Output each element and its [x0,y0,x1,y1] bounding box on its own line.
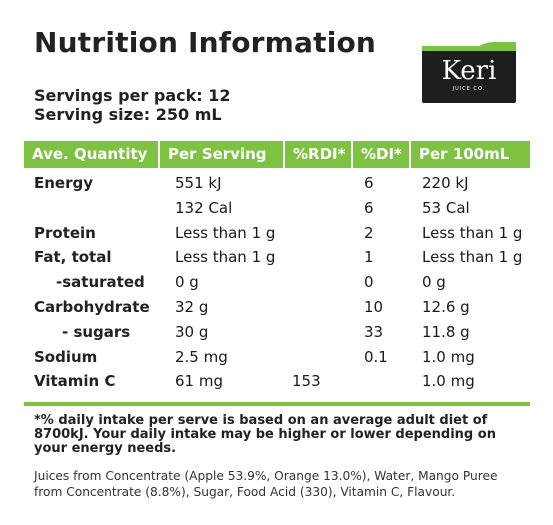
di-value: 10 [364,297,384,316]
table-body: Energy 551 kJ 6 220 kJ 132 Cal 6 53 Cal … [24,171,530,394]
divider [24,402,530,406]
per-100ml-value: 220 kJ [422,174,469,192]
nutrient-name: -saturated [56,273,145,292]
di-value: 0.1 [364,347,388,366]
daily-intake-footnote: *% daily intake per serve is based on an… [34,413,496,456]
per-serving-value: Less than 1 g [175,248,276,267]
di-value: 0 [364,273,374,292]
header-di: %DI* [353,141,411,168]
table-row: Fat, total Less than 1 g 1 Less than 1 g [24,245,530,270]
nutrient-name: Vitamin C [34,372,116,391]
table-header: Ave. Quantity Per Serving %RDI* %DI* Per… [24,141,530,168]
di-value: 1 [364,248,374,267]
table-row: Protein Less than 1 g 2 Less than 1 g [24,221,530,246]
serving-size: Serving size: 250 mL [34,105,222,124]
per-100ml-value: 0 g [422,273,446,292]
per-serving-value: 132 Cal [175,198,233,217]
per-100ml-value: 1.0 mg [422,372,475,391]
nutrient-name: Carbohydrate [34,297,150,316]
header-ave-quantity: Ave. Quantity [24,141,160,168]
table-row: 132 Cal 6 53 Cal [24,196,530,221]
servings-per-pack: Servings per pack: 12 [34,86,231,105]
per-serving-value: Less than 1 g [175,223,276,242]
per-100ml-value: Less than 1 g [422,223,523,242]
per-serving-value: 2.5 mg [175,347,228,366]
nutrient-name: Fat, total [34,248,112,267]
per-100ml-value: Less than 1 g [422,248,523,267]
table-row: Energy 551 kJ 6 220 kJ [24,171,530,196]
per-serving-value: 0 g [175,273,199,292]
per-serving-value: 30 g [175,322,209,341]
page-title: Nutrition Information [34,26,377,59]
serving-info: Servings per pack: 12 Serving size: 250 … [34,86,231,124]
table-row: Vitamin C 61 mg 153 1.0 mg [24,369,530,394]
table-row: - sugars 30 g 33 11.8 g [24,320,530,345]
logo-brand-text: Keri [441,56,497,86]
table-row: Sodium 2.5 mg 0.1 1.0 mg [24,345,530,370]
di-value: 6 [364,174,374,192]
per-100ml-value: 53 Cal [422,198,470,217]
di-value: 6 [364,198,374,217]
per-serving-value: 551 kJ [175,174,222,192]
per-100ml-value: 1.0 mg [422,347,475,366]
header-rdi: %RDI* [285,141,353,168]
header-per-serving: Per Serving [160,141,285,168]
nutrient-name: - sugars [62,322,131,341]
per-serving-value: 61 mg [175,372,223,391]
nutrition-table: Ave. Quantity Per Serving %RDI* %DI* Per… [24,141,530,394]
logo-leaf-icon [476,42,516,51]
ingredients-list: Juices from Concentrate (Apple 53.9%, Or… [34,469,498,499]
nutrient-name: Energy [34,174,94,192]
per-100ml-value: 12.6 g [422,297,470,316]
brand-logo: Keri JUICE CO. [422,42,516,103]
per-serving-value: 32 g [175,297,209,316]
nutrient-name: Protein [34,223,96,242]
nutrient-name: Sodium [34,347,98,366]
logo-subtitle: JUICE CO. [452,86,486,92]
table-row: Carbohydrate 32 g 10 12.6 g [24,295,530,320]
di-value: 2 [364,223,374,242]
header-per-100ml: Per 100mL [411,141,530,168]
di-value: 33 [364,322,384,341]
rdi-value: 153 [292,372,321,391]
per-100ml-value: 11.8 g [422,322,470,341]
table-row: -saturated 0 g 0 0 g [24,270,530,295]
